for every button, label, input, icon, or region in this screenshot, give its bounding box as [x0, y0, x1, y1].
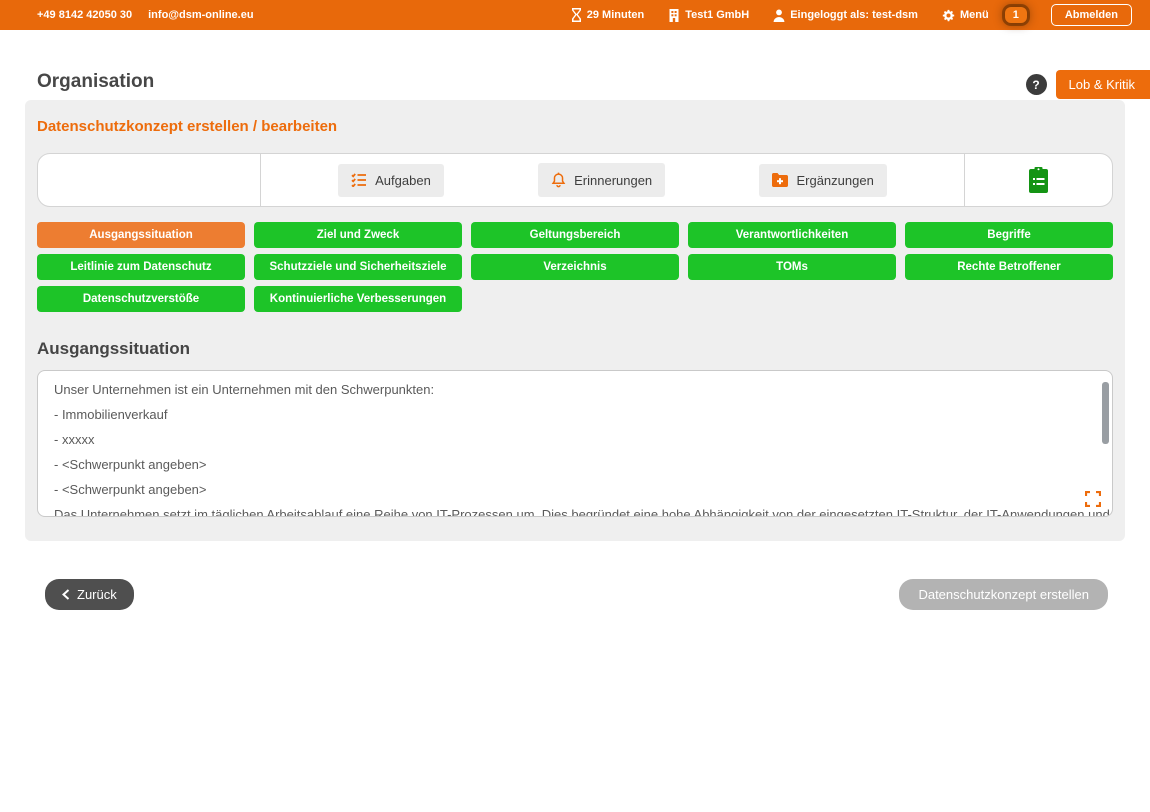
checklist-icon	[351, 173, 367, 187]
company-label: Test1 GmbH	[685, 9, 750, 21]
card-title: Datenschutzkonzept erstellen / bearbeite…	[37, 118, 338, 135]
reminders-button[interactable]: Erinnerungen	[538, 163, 666, 197]
chevron-left-icon	[62, 589, 70, 600]
nav-verzeichnis[interactable]: Verzeichnis	[471, 254, 679, 280]
nav-verantwortlichkeiten[interactable]: Verantwortlichkeiten	[688, 222, 896, 248]
concept-card: Datenschutzkonzept erstellen / bearbeite…	[25, 100, 1125, 541]
page-header: Organisation ? Lob & Kritik	[0, 30, 1150, 100]
topbar: +49 8142 42050 30 info@dsm-online.eu 29 …	[0, 0, 1150, 30]
company: Test1 GmbH	[668, 8, 750, 22]
hourglass-icon	[571, 8, 582, 22]
logout-button[interactable]: Abmelden	[1050, 4, 1132, 26]
nav-ziel-und-zweck[interactable]: Ziel und Zweck	[254, 222, 462, 248]
tasks-label: Aufgaben	[375, 172, 431, 188]
concept-nav: Ausgangssituation Ziel und Zweck Geltung…	[37, 222, 1113, 312]
building-icon	[668, 8, 680, 22]
nav-geltungsbereich[interactable]: Geltungsbereich	[471, 222, 679, 248]
tasks-button[interactable]: Aufgaben	[338, 163, 444, 197]
textarea-scrollbar[interactable]	[1102, 382, 1109, 444]
textarea-line: - xxxxx	[54, 432, 95, 447]
nav-ausgangssituation[interactable]: Ausgangssituation	[37, 222, 245, 248]
create-concept-button[interactable]: Datenschutzkonzept erstellen	[899, 579, 1108, 610]
toolbar-buttons: Aufgaben Erinnerungen Ergänzungen	[261, 154, 965, 206]
expand-icon[interactable]	[1085, 491, 1101, 507]
folder-plus-icon	[772, 173, 789, 187]
additions-label: Ergänzungen	[796, 172, 874, 188]
additions-button[interactable]: Ergänzungen	[759, 163, 887, 197]
back-button[interactable]: Zurück	[45, 579, 134, 610]
toolbar-status-cell	[965, 154, 1112, 206]
help-icon[interactable]: ?	[1025, 74, 1047, 95]
textarea-line: Das Unternehmen setzt im täglichen Arbei…	[54, 507, 1113, 517]
footer-actions: Zurück Datenschutzkonzept erstellen	[45, 579, 1108, 610]
session-timer-label: 29 Minuten	[586, 9, 645, 21]
header-right: ? Lob & Kritik	[1025, 70, 1150, 99]
toolbar: Aufgaben Erinnerungen Ergänzungen	[37, 153, 1113, 207]
page-title: Organisation	[37, 71, 155, 92]
textarea-line: - Immobilienverkauf	[54, 407, 168, 422]
textarea-line: - <Schwerpunkt angeben>	[54, 457, 207, 472]
reminders-label: Erinnerungen	[574, 172, 653, 188]
person-icon	[773, 9, 785, 22]
nav-begriffe[interactable]: Begriffe	[905, 222, 1113, 248]
menu-button[interactable]: Menü	[942, 9, 989, 22]
nav-schutzziele-und-sicherheitsziele[interactable]: Schutzziele und Sicherheitsziele	[254, 254, 462, 280]
toolbar-empty-cell	[38, 154, 261, 206]
topbar-right: 29 Minuten Test1 GmbH Eingeloggt als: te…	[571, 4, 1132, 26]
menu-label: Menü	[959, 9, 989, 21]
nav-leitlinie-zum-datenschutz[interactable]: Leitlinie zum Datenschutz	[37, 254, 245, 280]
nav-rechte-betroffener[interactable]: Rechte Betroffener	[905, 254, 1113, 280]
nav-kontinuierliche-verbesserungen[interactable]: Kontinuierliche Verbesserungen	[254, 286, 462, 312]
logged-in-user: Eingeloggt als: test-dsm	[773, 9, 918, 22]
logged-in-label: Eingeloggt als: test-dsm	[790, 9, 918, 21]
phone-number[interactable]: +49 8142 42050 30	[37, 9, 133, 21]
back-label: Zurück	[77, 587, 117, 602]
gear-icon	[942, 9, 955, 22]
feedback-button[interactable]: Lob & Kritik	[1055, 70, 1150, 99]
session-timer: 29 Minuten	[571, 8, 644, 22]
ausgangssituation-textarea[interactable]: Unser Unternehmen ist ein Unternehmen mi…	[37, 370, 1113, 517]
textarea-line: - <Schwerpunkt angeben>	[54, 482, 207, 497]
nav-datenschutzverstoesse[interactable]: Datenschutzverstöße	[37, 286, 245, 312]
notification-badge[interactable]: 1	[1004, 7, 1027, 23]
textarea-line: Unser Unternehmen ist ein Unternehmen mi…	[54, 382, 435, 397]
nav-toms[interactable]: TOMs	[688, 254, 896, 280]
section-heading: Ausgangssituation	[37, 339, 191, 358]
email-link[interactable]: info@dsm-online.eu	[148, 9, 254, 21]
clipboard-icon[interactable]	[1028, 167, 1049, 193]
bell-icon	[551, 172, 566, 188]
